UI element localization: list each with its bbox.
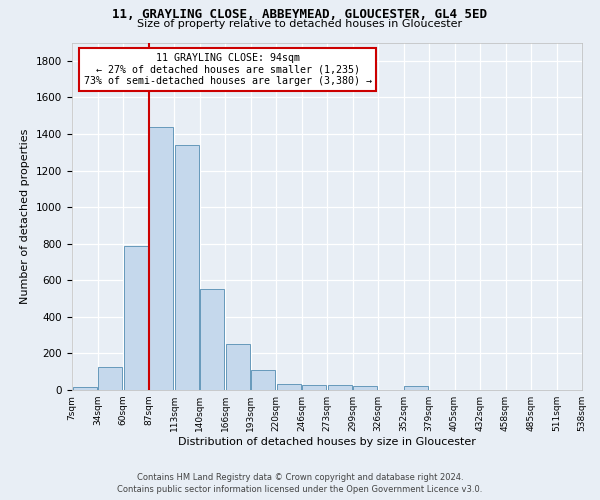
X-axis label: Distribution of detached houses by size in Gloucester: Distribution of detached houses by size …: [178, 437, 476, 447]
Y-axis label: Number of detached properties: Number of detached properties: [20, 128, 31, 304]
Bar: [175, 145, 199, 390]
Bar: [73, 388, 97, 390]
Bar: [328, 386, 352, 390]
Bar: [200, 290, 224, 390]
Bar: [353, 386, 377, 390]
Bar: [226, 344, 250, 390]
Bar: [124, 246, 148, 390]
Text: Contains HM Land Registry data © Crown copyright and database right 2024.
Contai: Contains HM Land Registry data © Crown c…: [118, 472, 482, 494]
Text: 11 GRAYLING CLOSE: 94sqm
← 27% of detached houses are smaller (1,235)
73% of sem: 11 GRAYLING CLOSE: 94sqm ← 27% of detach…: [83, 53, 371, 86]
Bar: [277, 384, 301, 390]
Bar: [251, 370, 275, 390]
Text: 11, GRAYLING CLOSE, ABBEYMEAD, GLOUCESTER, GL4 5ED: 11, GRAYLING CLOSE, ABBEYMEAD, GLOUCESTE…: [113, 8, 487, 20]
Bar: [98, 367, 122, 390]
Text: Size of property relative to detached houses in Gloucester: Size of property relative to detached ho…: [137, 19, 463, 29]
Bar: [404, 386, 428, 390]
Bar: [149, 126, 173, 390]
Bar: [302, 384, 326, 390]
